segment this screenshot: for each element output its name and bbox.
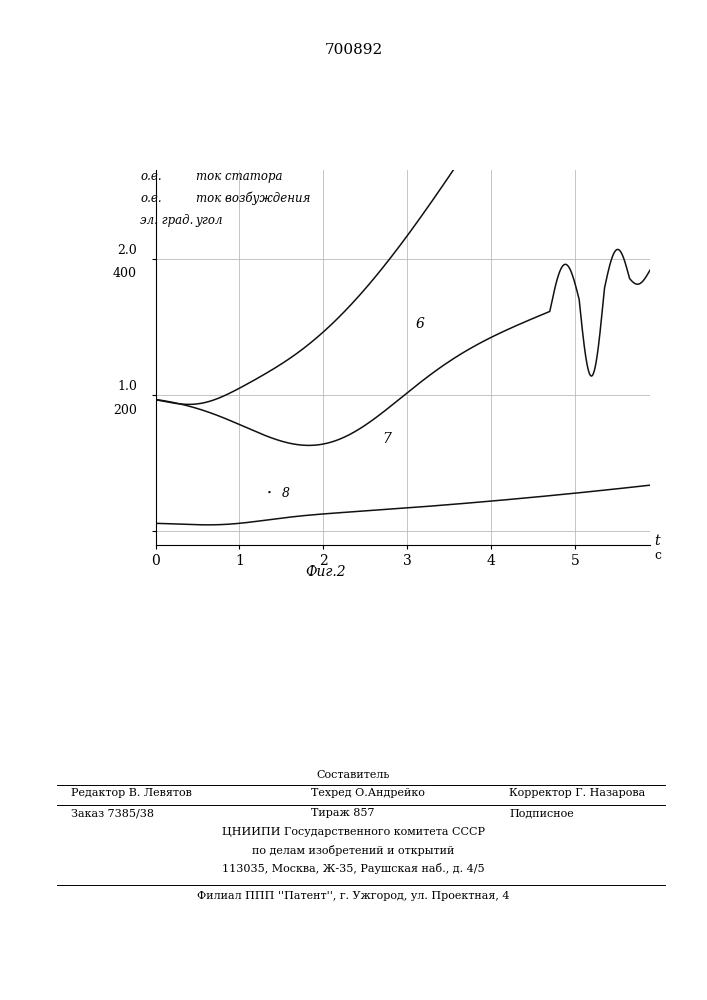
Text: Филиал ППП ''Патент'', г. Ужгород, ул. Проектная, 4: Филиал ППП ''Патент'', г. Ужгород, ул. П… (197, 891, 510, 901)
Text: о.е.: о.е. (141, 192, 162, 205)
Text: Заказ 7385/38: Заказ 7385/38 (71, 808, 153, 818)
Text: 6: 6 (416, 317, 424, 331)
Text: угол: угол (196, 214, 223, 227)
Text: 400: 400 (113, 267, 137, 280)
Text: по делам изобретений и открытий: по делам изобретений и открытий (252, 845, 455, 856)
Text: 700892: 700892 (325, 43, 382, 57)
Text: 7: 7 (382, 432, 391, 446)
Text: t: t (655, 534, 660, 548)
Text: Фиг.2: Фиг.2 (305, 565, 346, 579)
Text: Корректор Г. Назарова: Корректор Г. Назарова (509, 788, 645, 798)
Text: 8: 8 (281, 487, 289, 500)
Text: Редактор В. Левятов: Редактор В. Левятов (71, 788, 192, 798)
Text: Составитель: Составитель (317, 770, 390, 780)
Text: 2.0: 2.0 (117, 244, 137, 257)
Text: 1.0: 1.0 (117, 380, 137, 393)
Text: ЦНИИПИ Государственного комитета СССР: ЦНИИПИ Государственного комитета СССР (222, 827, 485, 837)
Text: 113035, Москва, Ж-35, Раушская наб., д. 4/5: 113035, Москва, Ж-35, Раушская наб., д. … (222, 863, 485, 874)
Text: эл. град.: эл. град. (141, 214, 194, 227)
Text: Тираж 857: Тираж 857 (311, 808, 375, 818)
Text: ток статора: ток статора (196, 170, 282, 183)
Text: Техред О.Андрейко: Техред О.Андрейко (311, 788, 425, 798)
Text: Подписное: Подписное (509, 808, 574, 818)
Text: ток возбуждения: ток возбуждения (196, 192, 310, 205)
Text: •: • (267, 489, 271, 497)
Text: с: с (655, 549, 662, 562)
Text: о.е.: о.е. (141, 170, 162, 183)
Text: 200: 200 (113, 403, 137, 416)
